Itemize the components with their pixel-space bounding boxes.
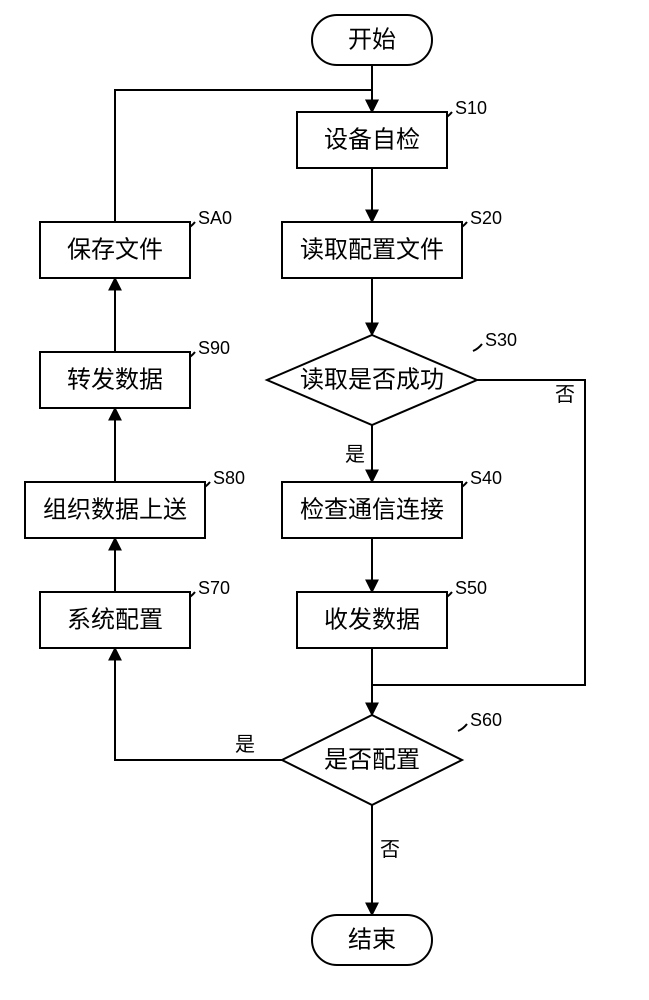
edge-s60-yes [115, 648, 282, 760]
edge-label-s60-yes: 是 [235, 734, 255, 756]
node-label-s30: 读取是否成功 [300, 367, 444, 394]
node-label-s20: 读取配置文件 [300, 237, 444, 264]
node-label-s50: 收发数据 [324, 607, 420, 634]
node-label-s60: 是否配置 [324, 747, 420, 774]
node-s50: 收发数据 [297, 592, 447, 648]
node-tag-s10: S10 [455, 98, 487, 118]
edge-label-s30-no: 否 [555, 384, 575, 406]
edge-label-s30-s40: 是 [345, 444, 365, 466]
node-label-sa0: 保存文件 [67, 237, 163, 264]
edge-tag-s30-line [473, 344, 482, 351]
node-s90: 转发数据 [40, 352, 190, 408]
node-label-s70: 系统配置 [67, 607, 163, 634]
node-s70: 系统配置 [40, 592, 190, 648]
node-tag-sa0: SA0 [198, 208, 232, 228]
flowchart-canvas: 开始设备自检读取配置文件读取是否成功检查通信连接收发数据是否配置结束 系统配置 组织… [0, 0, 649, 1000]
node-tag-s80: S80 [213, 468, 245, 488]
node-label-s40: 检查通信连接 [300, 497, 444, 524]
node-sa0: 保存文件 [40, 222, 190, 278]
node-s30: 读取是否成功 [267, 335, 477, 425]
node-tag-s90: S90 [198, 338, 230, 358]
node-tag-s20: S20 [470, 208, 502, 228]
node-start: 开始 [312, 15, 432, 65]
node-label-s80: 组织数据上送 [43, 497, 187, 524]
nodes-layer: 开始设备自检读取配置文件读取是否成功检查通信连接收发数据是否配置结束 系统配置 组织… [25, 15, 477, 965]
node-s80: 组织数据上送 [25, 482, 205, 538]
node-tag-s40: S40 [470, 468, 502, 488]
node-tag-s50: S50 [455, 578, 487, 598]
node-tag-s60: S60 [470, 710, 502, 730]
node-s60: 是否配置 [282, 715, 462, 805]
node-label-s10: 设备自检 [324, 127, 420, 154]
node-label-s90: 转发数据 [67, 367, 163, 394]
node-tag-s70: S70 [198, 578, 230, 598]
node-label-start: 开始 [348, 27, 396, 54]
node-label-end: 结束 [348, 927, 396, 954]
edge-label-s60-end: 否 [380, 839, 400, 861]
node-s10: 设备自检 [297, 112, 447, 168]
node-s40: 检查通信连接 [282, 482, 462, 538]
node-s20: 读取配置文件 [282, 222, 462, 278]
node-tag-s30: S30 [485, 330, 517, 350]
edge-tag-s60-line [458, 724, 467, 731]
node-end: 结束 [312, 915, 432, 965]
